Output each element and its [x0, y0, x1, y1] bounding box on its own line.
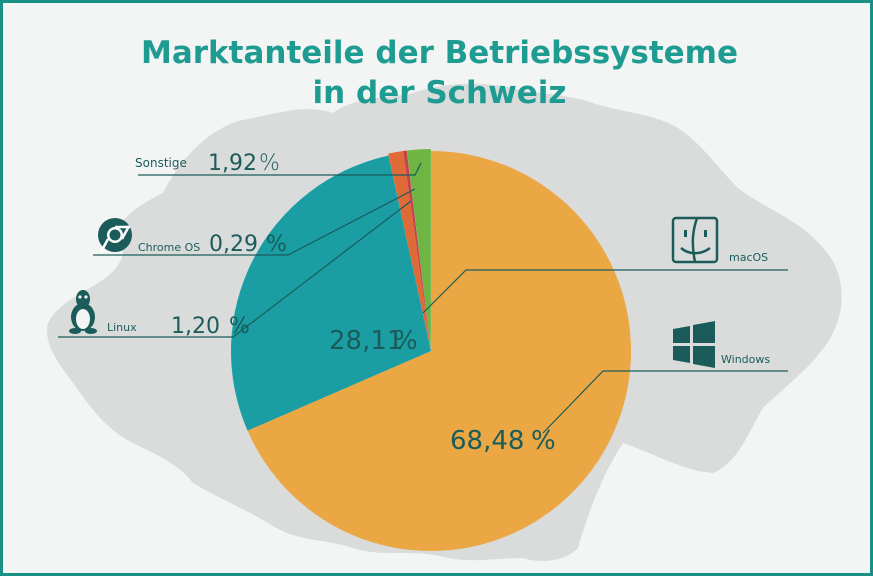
- macos-label: macOS: [729, 251, 768, 264]
- sonstige-label: Sonstige: [135, 156, 187, 170]
- chart-title-line-2: in der Schweiz: [312, 75, 567, 111]
- linux-penguin-icon: [69, 290, 97, 334]
- linux-label: Linux: [107, 321, 137, 334]
- sonstige-value: 1,92: [208, 151, 257, 176]
- chart-title: Marktanteile der Betriebssysteme in der …: [3, 33, 870, 113]
- macos-value: 28,11: [329, 326, 403, 356]
- linux-value: 1,20: [171, 314, 220, 339]
- windows-value: 68,48: [450, 426, 524, 456]
- windows-label: Windows: [721, 353, 770, 366]
- chromeos-label: Chrome OS: [138, 241, 200, 254]
- windows-logo-icon: [673, 321, 715, 368]
- windows-unit: %: [531, 426, 556, 456]
- linux-unit: %: [229, 314, 250, 339]
- sonstige-unit: %: [259, 151, 280, 176]
- apple-finder-icon: [671, 216, 719, 264]
- chrome-logo-icon: [98, 218, 132, 253]
- pie-slice-linux: [388, 150, 431, 350]
- pie-chart: Sonstige 1,92 % Chrome OS 0,29 % Linux 1…: [47, 83, 842, 561]
- pie-slice-sonstige: [406, 149, 431, 350]
- callout-lines: [58, 162, 788, 434]
- chart-title-line-1: Marktanteile der Betriebssysteme: [140, 35, 739, 71]
- pie-slice-windows: [247, 151, 631, 551]
- chromeos-unit: %: [266, 232, 287, 257]
- macos-unit: %: [393, 326, 418, 356]
- chromeos-value: 0,29: [209, 232, 258, 257]
- pie-slice-chrome-os: [403, 150, 431, 350]
